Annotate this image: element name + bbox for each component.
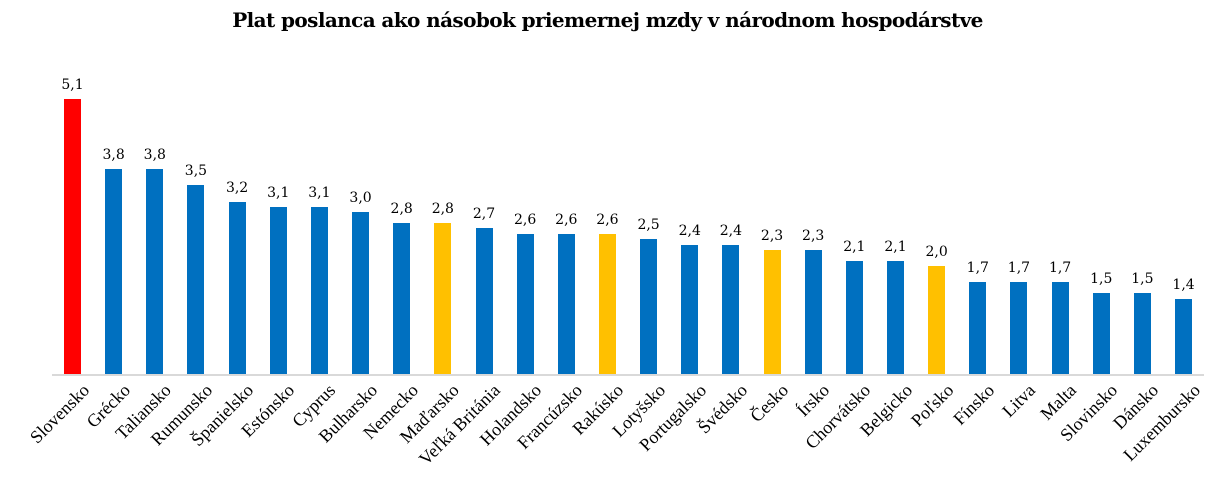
value-label: 2,8 — [431, 201, 454, 217]
bar — [763, 250, 781, 374]
value-label: 2,3 — [802, 228, 825, 244]
category-label: Slovensko — [25, 380, 93, 448]
bar — [887, 261, 904, 374]
bar — [1051, 282, 1069, 374]
bar — [105, 169, 123, 374]
value-label: 2,3 — [760, 228, 784, 244]
bar — [557, 234, 575, 374]
value-label: 3,8 — [102, 147, 125, 163]
value-label: 1,4 — [1172, 277, 1195, 293]
value-label: 2,6 — [514, 212, 537, 228]
value-label: 2,7 — [472, 206, 496, 222]
value-label: 2,1 — [884, 239, 907, 255]
value-label: 3,8 — [143, 147, 166, 163]
bar — [1133, 293, 1151, 374]
value-label: 2,5 — [637, 217, 660, 233]
bar — [64, 99, 81, 374]
bar — [146, 169, 164, 374]
bar — [1010, 282, 1028, 374]
value-label: 5,1 — [61, 77, 84, 93]
value-label: 2,1 — [843, 239, 866, 255]
bar — [187, 185, 205, 374]
value-label: 3,1 — [267, 185, 290, 201]
bar — [516, 234, 534, 374]
value-label: 2,8 — [390, 201, 413, 217]
value-label: 3,2 — [225, 180, 249, 196]
value-label: 1,5 — [1090, 271, 1113, 287]
bar — [1175, 299, 1193, 374]
category-label: Litva — [998, 380, 1040, 422]
bar — [928, 266, 946, 374]
value-label: 2,6 — [596, 212, 619, 228]
bar — [722, 245, 740, 374]
bar — [804, 250, 822, 374]
value-label: 1,7 — [1007, 260, 1031, 276]
value-label: 3,0 — [349, 190, 372, 206]
value-label: 3,5 — [184, 163, 208, 179]
bar — [393, 223, 411, 374]
value-label: 1,7 — [966, 260, 989, 276]
bar — [269, 207, 287, 374]
bar — [475, 228, 493, 374]
value-label: 2,4 — [678, 223, 701, 239]
bar — [310, 207, 328, 374]
bar — [845, 261, 863, 374]
category-label: Fínsko — [949, 380, 998, 429]
value-label: 2,4 — [719, 223, 743, 239]
value-label: 2,0 — [925, 244, 948, 260]
bar — [228, 202, 246, 374]
bar — [969, 282, 987, 374]
value-label: 1,7 — [1048, 260, 1072, 276]
bar — [1092, 293, 1110, 374]
bar — [434, 223, 452, 374]
bar — [681, 245, 699, 374]
chart-title: Plat poslanca ako násobok priemernej mzd… — [232, 8, 983, 32]
value-label: 2,6 — [555, 212, 578, 228]
x-axis-line — [52, 374, 1204, 376]
bar — [598, 234, 616, 374]
bar — [352, 212, 370, 374]
bar — [640, 239, 658, 374]
value-label: 3,1 — [308, 185, 331, 201]
category-label: Česko — [746, 380, 793, 426]
value-label: 1,5 — [1131, 271, 1154, 287]
category-label: Poľsko — [906, 380, 958, 431]
